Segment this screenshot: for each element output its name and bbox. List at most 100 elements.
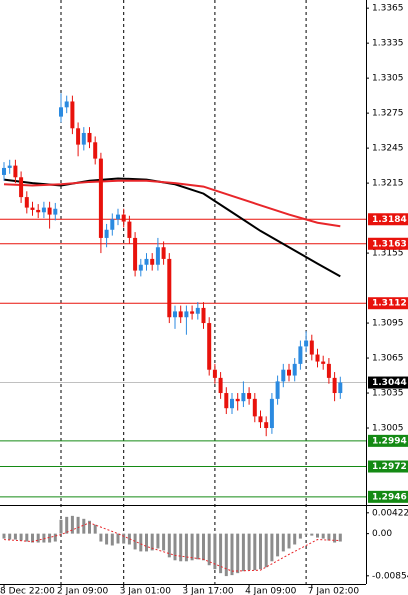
candle-body (127, 221, 132, 238)
osc-bar (150, 533, 154, 551)
osc-bar (247, 533, 251, 571)
candle-body (93, 142, 98, 159)
candle-body (87, 132, 92, 143)
candle-body (332, 377, 337, 394)
osc-bar (333, 533, 337, 543)
candle-body (110, 219, 115, 230)
osc-bar (207, 533, 211, 566)
candle-body (298, 346, 303, 364)
osc-bar (316, 533, 319, 538)
last-price-label: 1.3044 (372, 378, 407, 388)
osc-bar (264, 533, 268, 568)
osc-bar (202, 533, 205, 561)
candle-body (224, 393, 229, 409)
candle-body (76, 128, 81, 145)
osc-bar (53, 533, 57, 542)
osc-bar (304, 533, 308, 535)
resistance-label-box (368, 213, 408, 226)
candle-body (133, 237, 138, 271)
osc-bar (259, 533, 262, 570)
candle-body (121, 214, 126, 222)
resistance-label-box (368, 237, 408, 250)
osc-bar (196, 533, 200, 560)
candle-body (138, 264, 143, 271)
candle-body (207, 323, 212, 370)
candle-body (235, 398, 240, 402)
candle-body (150, 258, 155, 265)
support-label: 1.2972 (372, 462, 407, 472)
candle-body (212, 369, 217, 378)
candle-body (36, 209, 41, 213)
osc-signal (3, 522, 341, 572)
candle-body (53, 208, 58, 215)
osc-bar (42, 533, 46, 543)
support-label: 1.2946 (372, 492, 407, 502)
osc-bar (327, 533, 331, 541)
osc-bar (8, 533, 12, 540)
candle-body (292, 363, 297, 376)
candle-body (326, 363, 331, 378)
moving-average (3, 179, 341, 228)
osc-bar (179, 533, 183, 562)
x-tick-label: 3 Jan 17:00 (182, 587, 234, 595)
osc-bar (93, 524, 97, 534)
osc-bar (127, 533, 131, 545)
osc-bar (139, 533, 143, 552)
candle-body (247, 393, 252, 399)
osc-bar (88, 520, 91, 534)
candle-body (287, 369, 291, 376)
candle-body (7, 165, 12, 168)
osc-bar (162, 533, 166, 551)
osc-bar (25, 533, 29, 542)
osc-bar (156, 533, 160, 549)
support-label: 1.2994 (372, 436, 407, 446)
support-label-box (368, 460, 408, 473)
osc-bar (116, 533, 120, 544)
candle-body (19, 177, 24, 198)
candle-body (281, 369, 286, 382)
candle-body (167, 258, 172, 318)
osc-bar (99, 533, 103, 542)
osc-bar (287, 533, 291, 549)
osc-bar (70, 515, 74, 534)
osc-bar (2, 533, 6, 539)
osc-tick-label: 0.00 (372, 529, 392, 539)
candle-body (64, 101, 69, 108)
y-tick-label: 1.3365 (372, 4, 404, 14)
osc-bar (13, 533, 17, 540)
candle-body (2, 167, 6, 175)
candle-body (264, 422, 269, 429)
candle-body (161, 247, 166, 259)
candle-body (218, 377, 223, 394)
y-tick-label: 1.3335 (372, 39, 404, 49)
x-tick-label: 3 Jan 01:00 (120, 587, 172, 595)
candle-body (173, 311, 177, 318)
osc-bar (145, 533, 148, 552)
osc-bar (298, 533, 302, 539)
osc-bar (19, 533, 23, 541)
candle-body (315, 354, 320, 362)
y-tick-label: 1.3035 (372, 389, 404, 399)
resistance-label: 1.3184 (372, 215, 407, 225)
y-tick-label: 1.3275 (372, 109, 404, 119)
osc-bar (241, 533, 245, 572)
osc-tick-label: -0.00854 (372, 571, 408, 581)
osc-bar (224, 533, 228, 577)
candle-body (178, 311, 183, 318)
osc-bar (276, 533, 280, 557)
candle-body (309, 340, 314, 355)
osc-bar (105, 533, 109, 545)
candle-body (59, 107, 63, 117)
osc-bar (293, 533, 297, 545)
osc-bar (167, 533, 171, 558)
osc-bar (236, 533, 240, 574)
candle-body (241, 393, 246, 402)
resistance-label: 1.3163 (372, 239, 407, 249)
y-tick-label: 1.3095 (372, 319, 404, 329)
osc-bar (48, 533, 52, 543)
osc-bar (321, 533, 325, 539)
candle-body (98, 158, 103, 238)
candle-body (184, 311, 189, 318)
support-label-box (368, 434, 408, 447)
